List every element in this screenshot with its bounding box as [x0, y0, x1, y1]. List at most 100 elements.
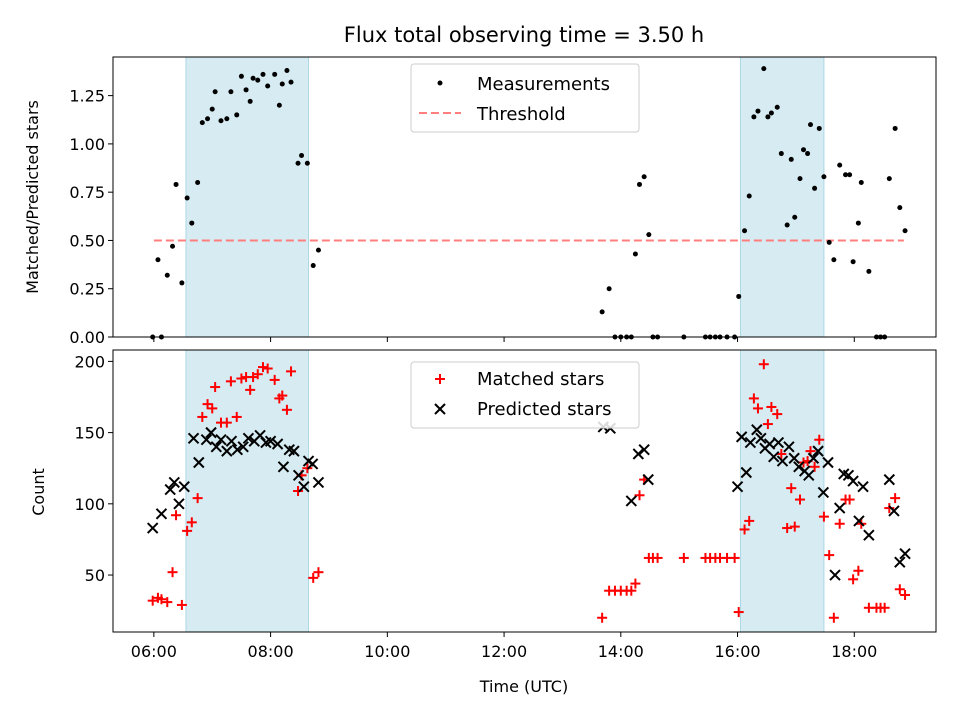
- measurement-point-77: [843, 172, 849, 178]
- predicted-point-55-b: [822, 456, 834, 469]
- predicted-point-29: [312, 476, 325, 489]
- x-axis-label: Time (UTC): [479, 677, 568, 696]
- matched-point-35: [597, 612, 608, 623]
- top-x-ticks: [153, 337, 855, 342]
- matched-point-29: [286, 366, 297, 377]
- predicted-point-8: [200, 434, 213, 446]
- predicted-point-49-b: [793, 461, 805, 473]
- legend-predicted-marker: [434, 403, 446, 415]
- measurement-point-24: [265, 83, 271, 89]
- predicted-point-21-b: [271, 438, 284, 450]
- measurement-point-87: [892, 125, 898, 131]
- top-ytick-label-4: 1.00: [69, 135, 105, 154]
- matched-point-76: [834, 518, 845, 529]
- measurement-point-33: [310, 263, 316, 269]
- predicted-point-53-b: [812, 445, 824, 457]
- bottom-y-axis-label: Count: [29, 468, 48, 516]
- predicted-point-16-b: [242, 432, 255, 445]
- measurement-point-43: [641, 174, 647, 180]
- predicted-point-67-b: [899, 547, 911, 560]
- predicted-point-1: [155, 508, 168, 520]
- matched-point-71: [809, 461, 820, 472]
- predicted-point-43-b: [763, 438, 776, 450]
- matched-point-7: [182, 525, 193, 536]
- matched-point-41: [630, 578, 641, 589]
- matched-point-67: [795, 494, 806, 505]
- predicted-point-3-b: [168, 476, 180, 489]
- matched-point-59: [758, 359, 769, 370]
- measurement-point-14: [218, 118, 224, 124]
- top-ytick-label-3: 0.75: [69, 183, 105, 202]
- measurement-point-69: [805, 151, 811, 157]
- predicted-point-12: [221, 445, 233, 457]
- predicted-point-57: [833, 502, 846, 514]
- measurement-point-71: [812, 185, 818, 191]
- measurement-point-70: [808, 122, 814, 128]
- predicted-point-5-b: [178, 481, 190, 493]
- measurement-point-20: [247, 98, 253, 104]
- measurement-point-3: [164, 272, 170, 278]
- measurement-point-31: [299, 152, 305, 158]
- matched-point-47: [678, 552, 689, 563]
- matched-point-9: [192, 493, 203, 504]
- matched-point-56: [744, 515, 755, 526]
- predicted-point-36-b: [731, 481, 744, 493]
- measurement-point-44: [646, 232, 652, 238]
- matched-point-13: [210, 382, 221, 393]
- predicted-point-13: [225, 435, 238, 447]
- bottom-legend-box: [410, 361, 640, 429]
- matched-point-57: [748, 393, 759, 404]
- matched-point-72: [814, 434, 825, 445]
- measurement-point-79: [850, 259, 856, 265]
- bottom-xtick-label-2: 10:00: [364, 642, 410, 661]
- predicted-point-7-b: [193, 456, 205, 469]
- matched-point-79: [848, 574, 859, 585]
- predicted-point-28: [306, 458, 319, 470]
- matched-point-3: [162, 597, 173, 608]
- top-y-ticks: 0.00 0.25 0.50 0.75 1.00 1.25: [69, 87, 113, 347]
- predicted-point-4-b: [173, 498, 185, 510]
- predicted-point-39-b: [744, 436, 757, 449]
- predicted-point-64-b: [883, 473, 896, 486]
- predicted-point-25-b: [292, 469, 305, 482]
- top-measurement-points: [150, 66, 908, 340]
- predicted-point-8-b: [200, 434, 213, 446]
- measurement-point-29: [288, 79, 294, 85]
- predicted-point-66: [894, 556, 906, 568]
- matched-point-23: [258, 362, 269, 373]
- matched-point-30: [293, 486, 304, 496]
- matched-point-60: [762, 419, 773, 430]
- matched-point-55: [739, 524, 750, 535]
- measurement-point-21: [250, 75, 256, 81]
- predicted-point-44-b: [768, 451, 780, 463]
- legend-measurements-marker: [437, 80, 443, 86]
- predicted-point-35-b: [642, 473, 654, 486]
- predicted-point-58-b: [838, 468, 850, 480]
- measurement-point-74: [826, 239, 832, 245]
- predicted-point-28-b: [306, 458, 319, 470]
- measurement-point-82: [866, 268, 872, 274]
- bottom-y-ticks: 50 100 150 200: [74, 352, 113, 585]
- predicted-point-21: [271, 438, 284, 450]
- predicted-point-6-b: [187, 432, 200, 445]
- predicted-point-32: [625, 495, 638, 507]
- matched-point-10: [197, 411, 208, 422]
- predicted-point-11: [215, 434, 227, 446]
- matched-point-33: [308, 572, 319, 583]
- measurement-point-76: [837, 162, 843, 168]
- matched-point-8: [186, 517, 197, 528]
- measurement-point-67: [797, 176, 803, 182]
- predicted-point-54-b: [817, 486, 830, 499]
- predicted-point-62: [857, 481, 869, 493]
- matched-point-17: [231, 411, 242, 422]
- measurement-point-30: [295, 160, 301, 166]
- top-shade-0: [185, 56, 310, 338]
- measurement-point-65: [788, 156, 794, 162]
- matched-point-78: [844, 494, 855, 505]
- predicted-point-43: [763, 438, 776, 450]
- bottom-ytick-label-1: 100: [74, 495, 105, 514]
- predicted-point-4: [173, 498, 185, 510]
- measurement-point-32: [304, 160, 310, 166]
- predicted-point-41: [755, 432, 767, 445]
- predicted-point-46: [776, 455, 789, 467]
